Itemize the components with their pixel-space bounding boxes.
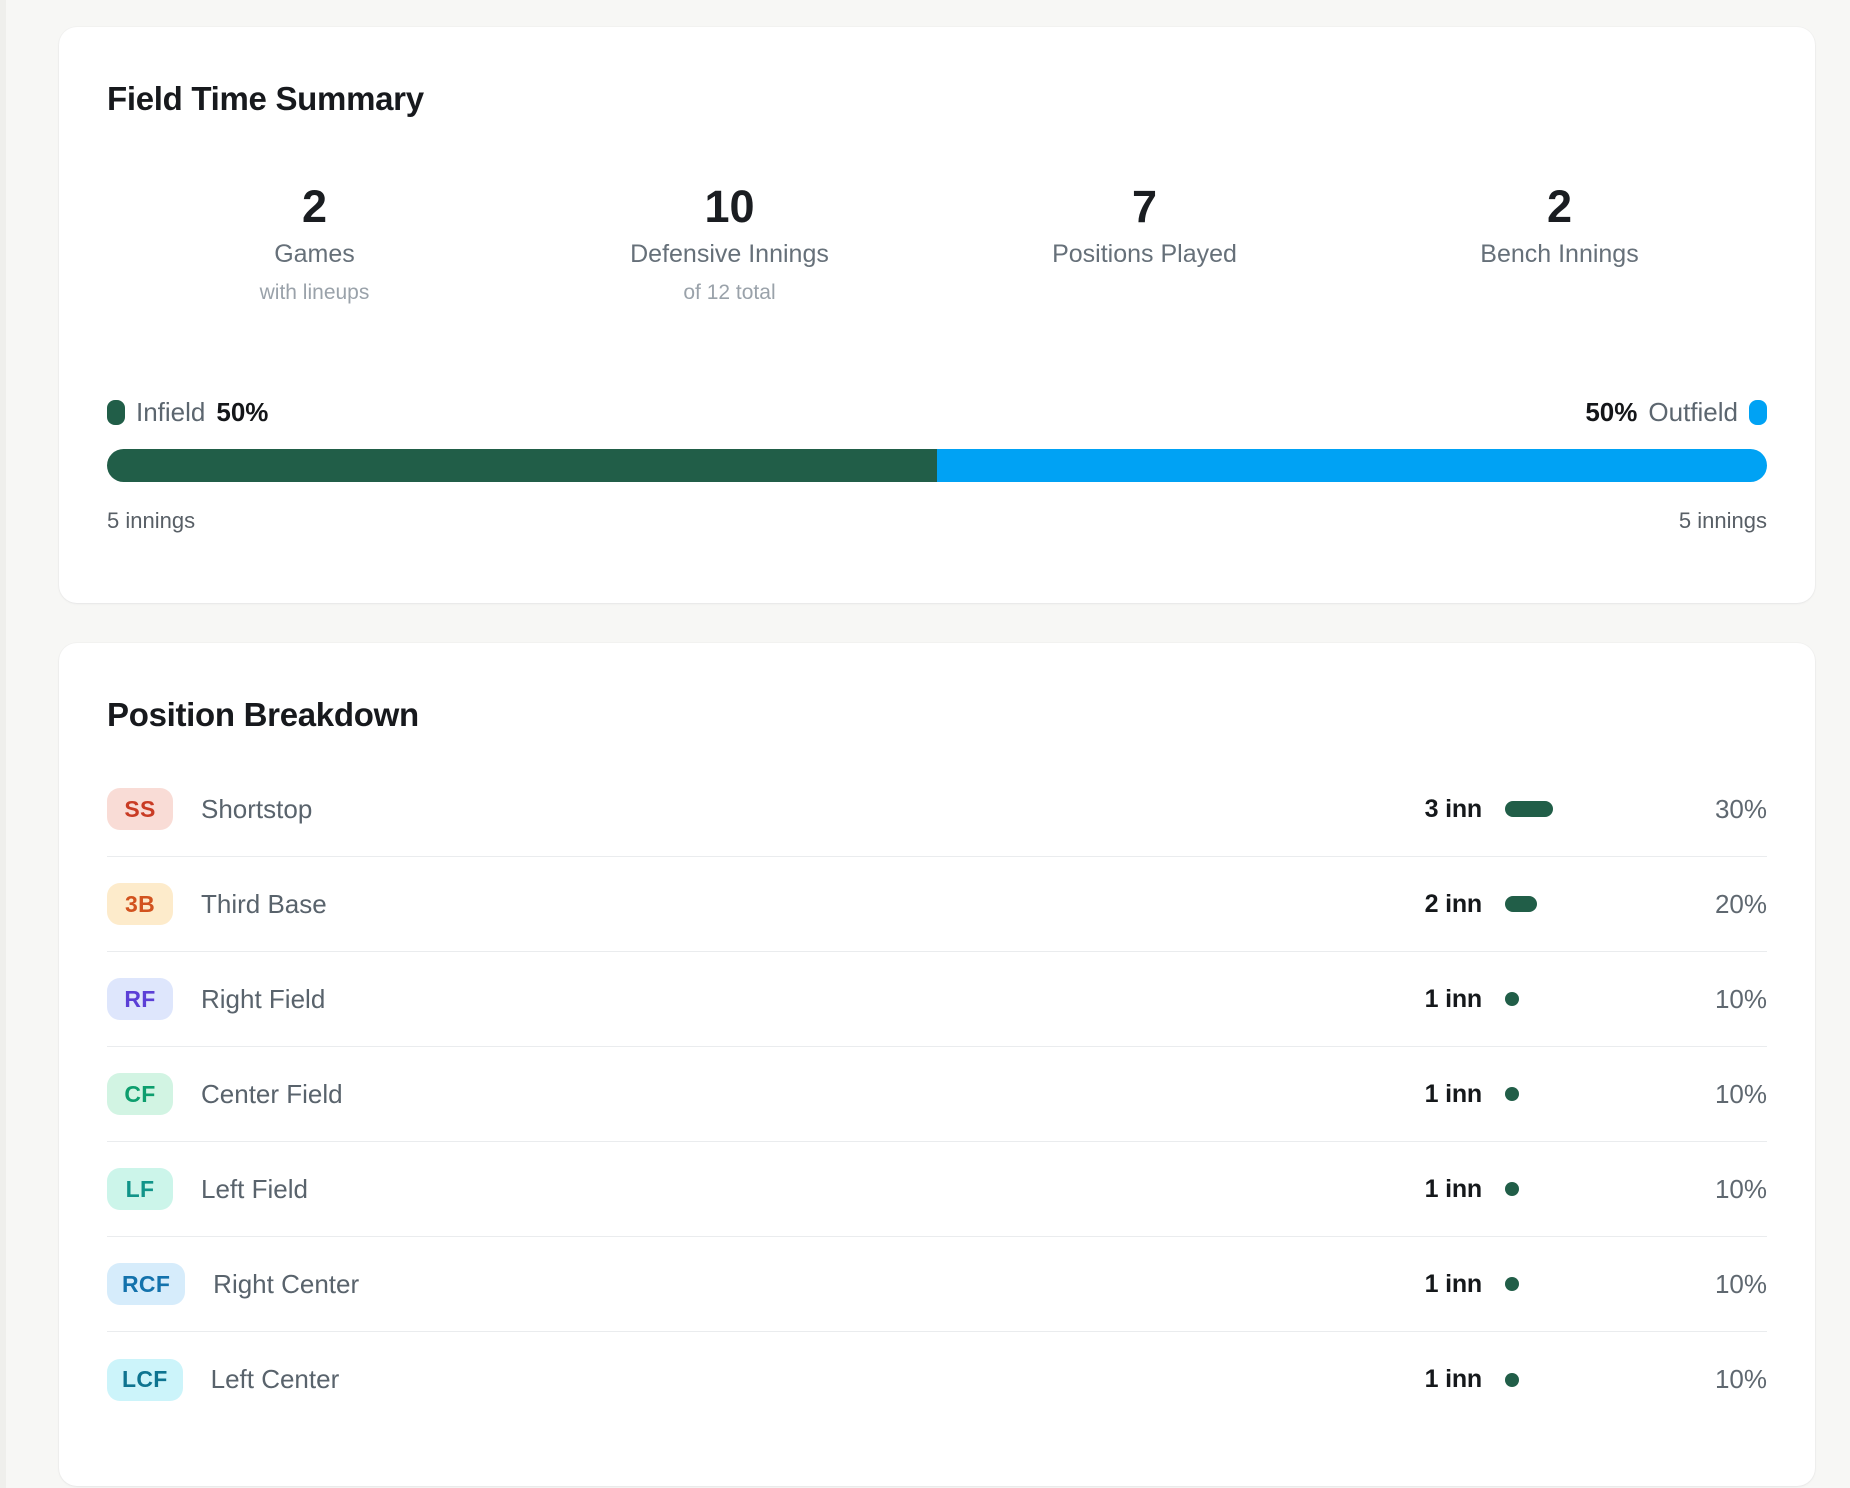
field-time-summary-title: Field Time Summary	[107, 80, 424, 117]
position-percent: 10%	[1714, 1268, 1767, 1299]
field-time-summary-card: Field Time Summary 2 Games with lineups …	[59, 27, 1815, 603]
position-badge: LF	[107, 1168, 173, 1210]
position-row: 3B Third Base 2 inn 20%	[107, 857, 1767, 952]
outfield-bar-segment	[937, 449, 1767, 482]
summary-stats-row: 2 Games with lineups 10 Defensive Inning…	[107, 181, 1767, 305]
innings-pill-icon	[1505, 1277, 1519, 1291]
stat-games-label: Games	[274, 240, 355, 268]
outfield-label: Outfield	[1648, 397, 1738, 427]
stat-defensive-innings: 10 Defensive Innings of 12 total	[522, 181, 937, 305]
position-badge: RF	[107, 978, 173, 1020]
stat-positions-played-label: Positions Played	[1052, 240, 1237, 268]
position-row: CF Center Field 1 inn 10%	[107, 1047, 1767, 1142]
position-badge: 3B	[107, 883, 173, 925]
stat-games-caption: with lineups	[259, 281, 370, 304]
position-row: SS Shortstop 3 inn 30%	[107, 762, 1767, 857]
position-breakdown-card: Position Breakdown SS Shortstop 3 inn 30…	[59, 643, 1815, 1486]
position-name: Left Field	[201, 1173, 308, 1204]
position-row: LCF Left Center 1 inn 10%	[107, 1332, 1767, 1427]
position-badge: CF	[107, 1073, 173, 1115]
infield-percent: 50%	[216, 397, 269, 427]
innings-pill-icon	[1505, 801, 1553, 817]
position-breakdown-title: Position Breakdown	[107, 696, 419, 733]
position-innings: 1 inn	[1424, 1079, 1483, 1108]
stat-positions-played-caption	[937, 281, 1352, 305]
position-name: Third Base	[201, 888, 327, 919]
innings-pill-icon	[1505, 1087, 1519, 1101]
stat-positions-played: 7 Positions Played	[937, 181, 1352, 305]
position-name: Right Field	[201, 983, 326, 1014]
stat-bench-innings-label: Bench Innings	[1480, 240, 1639, 268]
innings-pill-icon	[1505, 992, 1519, 1006]
position-rows-list: SS Shortstop 3 inn 30% 3B Third Base 2 i…	[107, 762, 1767, 1427]
position-row: RCF Right Center 1 inn 10%	[107, 1237, 1767, 1332]
stat-defensive-innings-label: Defensive Innings	[630, 240, 829, 268]
position-name: Center Field	[201, 1078, 343, 1109]
stat-games-value: 2	[301, 181, 328, 232]
infield-innings-label: 5 innings	[107, 508, 196, 533]
position-percent: 10%	[1714, 1364, 1767, 1394]
innings-pill-icon	[1505, 1372, 1519, 1387]
stat-defensive-innings-caption: of 12 total	[683, 281, 776, 304]
position-innings: 3 inn	[1424, 794, 1483, 823]
position-name: Shortstop	[201, 793, 313, 824]
page-left-gutter	[0, 0, 6, 1488]
outfield-legend: 50% Outfield	[1585, 397, 1767, 428]
position-percent: 10%	[1714, 983, 1767, 1014]
position-badge: SS	[107, 788, 173, 830]
innings-pill-icon	[1505, 1182, 1519, 1196]
position-badge: LCF	[107, 1358, 183, 1401]
split-legend: Infield 50% 50% Outfield	[107, 397, 1767, 428]
infield-outfield-split-bar	[107, 449, 1767, 482]
infield-color-dot-icon	[107, 400, 125, 425]
innings-pill-icon	[1505, 896, 1537, 912]
stat-games: 2 Games with lineups	[107, 181, 522, 305]
position-innings: 2 inn	[1424, 889, 1483, 918]
outfield-percent: 50%	[1585, 397, 1638, 427]
infield-legend: Infield 50%	[107, 397, 268, 428]
stat-defensive-innings-value: 10	[704, 181, 755, 232]
split-innings-labels: 5 innings 5 innings	[107, 508, 1767, 534]
position-row: LF Left Field 1 inn 10%	[107, 1142, 1767, 1237]
stat-bench-innings-value: 2	[1546, 181, 1573, 232]
infield-label: Infield	[136, 397, 206, 427]
outfield-innings-label: 5 innings	[1678, 508, 1767, 533]
position-percent: 20%	[1714, 888, 1767, 919]
stat-bench-innings-caption	[1352, 281, 1767, 305]
position-badge: RCF	[107, 1263, 186, 1305]
stat-positions-played-value: 7	[1131, 181, 1158, 232]
position-innings: 1 inn	[1424, 1269, 1483, 1298]
position-percent: 30%	[1714, 793, 1767, 824]
position-percent: 10%	[1714, 1173, 1767, 1204]
outfield-color-dot-icon	[1749, 400, 1767, 425]
position-row: RF Right Field 1 inn 10%	[107, 952, 1767, 1047]
stat-bench-innings: 2 Bench Innings	[1352, 181, 1767, 305]
position-innings: 1 inn	[1424, 984, 1483, 1013]
position-percent: 10%	[1714, 1078, 1767, 1109]
position-name: Right Center	[213, 1268, 360, 1299]
infield-bar-segment	[107, 449, 937, 482]
position-innings: 1 inn	[1424, 1365, 1483, 1393]
position-name: Left Center	[210, 1364, 340, 1394]
position-innings: 1 inn	[1424, 1174, 1483, 1203]
